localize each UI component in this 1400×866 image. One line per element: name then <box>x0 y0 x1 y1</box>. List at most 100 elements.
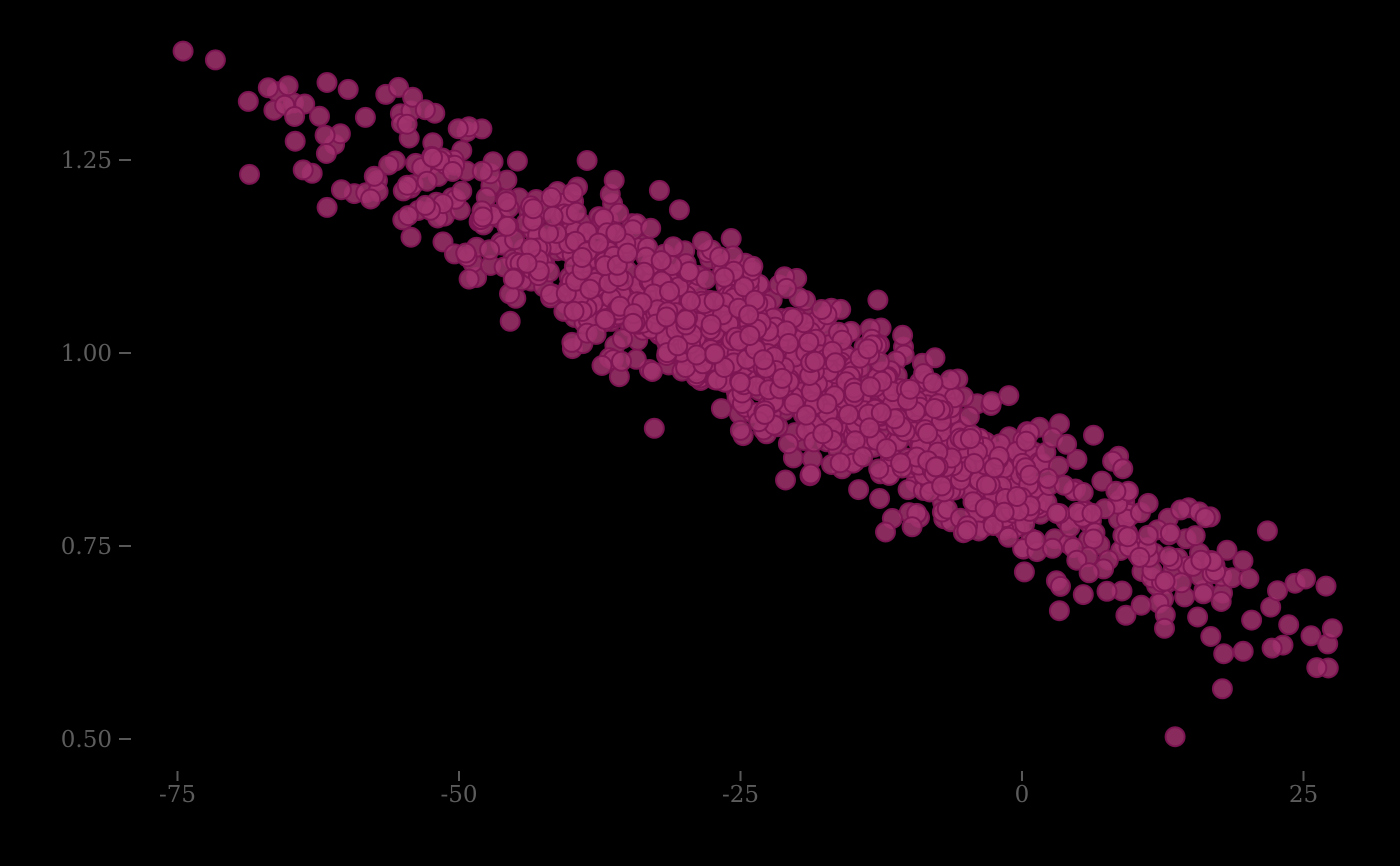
x-tick-label: 0 <box>1015 782 1030 808</box>
scatter-point <box>1042 537 1063 559</box>
scatter-point <box>588 232 609 254</box>
scatter-point <box>838 404 860 425</box>
scatter-point <box>204 49 226 71</box>
scatter-point <box>800 463 822 485</box>
scatter-point <box>1267 580 1288 602</box>
scatter-point <box>795 404 817 426</box>
scatter-point <box>400 226 422 248</box>
scatter-point <box>798 331 820 353</box>
scatter-point <box>1200 626 1222 647</box>
scatter-point <box>594 309 616 330</box>
scatter-point <box>956 520 978 542</box>
scatter-point <box>1046 502 1068 524</box>
scatter-point <box>237 90 259 112</box>
scatter-point <box>729 371 751 393</box>
scatter-point <box>314 124 336 146</box>
scatter-point <box>499 310 521 332</box>
scatter-point <box>1096 580 1118 602</box>
scatter-point <box>1192 583 1214 605</box>
scatter-point <box>678 261 700 282</box>
scatter-point <box>542 205 564 227</box>
scatter-point <box>1013 561 1035 583</box>
scatter-point <box>939 369 961 391</box>
scatter-point <box>1154 617 1175 639</box>
scatter-point <box>742 255 764 277</box>
scatter-point <box>983 457 1005 479</box>
scatter-point <box>824 352 846 374</box>
scatter-point <box>402 86 424 108</box>
scatter-point <box>622 312 644 334</box>
scatter-point <box>502 268 524 290</box>
y-axis: 1.25 1.00 0.75 0.50 <box>61 148 131 753</box>
scatter-point <box>738 304 760 326</box>
scatter-point <box>848 479 870 501</box>
scatter-point <box>890 452 912 474</box>
scatter-point <box>777 433 799 455</box>
scatter-point <box>1300 625 1322 647</box>
y-tick-label: 1.00 <box>61 341 112 367</box>
scatter-point <box>1024 529 1046 551</box>
scatter-point <box>1006 486 1028 507</box>
scatter-point <box>495 191 517 213</box>
scatter-point <box>1037 467 1059 489</box>
scatter-point <box>1078 562 1100 584</box>
scatter-point <box>998 385 1020 407</box>
scatter-point <box>603 169 625 191</box>
scatter-point <box>703 290 725 312</box>
scatter-point <box>396 174 418 196</box>
scatter-point <box>455 242 477 264</box>
scatter-point <box>1115 604 1137 626</box>
scatter-point <box>605 222 627 244</box>
scatter-point <box>1295 568 1316 590</box>
scatter-point <box>868 458 890 480</box>
scatter-point <box>922 372 944 394</box>
scatter-point <box>1238 568 1260 589</box>
scatter-point <box>704 343 726 365</box>
scatter-point <box>729 419 751 441</box>
scatter-point <box>659 280 680 302</box>
scatter-point <box>1081 502 1103 524</box>
scatter-point <box>458 268 480 290</box>
x-tick-label: -50 <box>440 782 477 808</box>
scatter-point <box>901 516 923 538</box>
scatter-point <box>867 289 889 311</box>
scatter-point <box>1066 549 1088 571</box>
scatter-point <box>316 196 338 218</box>
scatter-point <box>516 252 538 274</box>
scatter-point <box>397 205 419 227</box>
scatter-point <box>585 323 607 345</box>
scatter-point <box>812 423 834 445</box>
scatter-point <box>958 406 980 427</box>
scatter-point <box>388 76 409 98</box>
scatter-point <box>1232 640 1254 662</box>
scatter-point <box>563 300 585 322</box>
scatter-point <box>506 150 528 172</box>
scatter-point <box>776 277 797 299</box>
scatter-point <box>1187 606 1209 628</box>
scatter-point <box>396 113 418 135</box>
scatter-point <box>540 186 562 208</box>
scatter-point <box>1056 433 1078 455</box>
scatter-point <box>733 276 755 298</box>
scatter-point <box>442 161 464 182</box>
scatter-point <box>277 75 299 97</box>
scatter-point <box>315 143 337 164</box>
scatter-point <box>1154 570 1176 592</box>
scatter-point <box>611 350 632 372</box>
scatter-point <box>641 361 663 382</box>
scatter-point <box>579 278 601 300</box>
scatter-point <box>1048 600 1070 622</box>
scatter-point <box>892 324 914 346</box>
scatter-point <box>617 242 639 264</box>
scatter-point <box>447 118 469 140</box>
scatter-point <box>1216 539 1238 561</box>
scatter-point <box>686 344 708 366</box>
scatter-point <box>1091 470 1113 492</box>
scatter-point <box>309 105 330 127</box>
scatter-point <box>496 215 518 237</box>
scatter-point <box>1112 458 1134 480</box>
scatter-points-layer <box>172 40 1343 748</box>
scatter-point <box>363 165 385 187</box>
scatter-point <box>292 159 314 181</box>
x-tick-label: -75 <box>159 782 196 808</box>
